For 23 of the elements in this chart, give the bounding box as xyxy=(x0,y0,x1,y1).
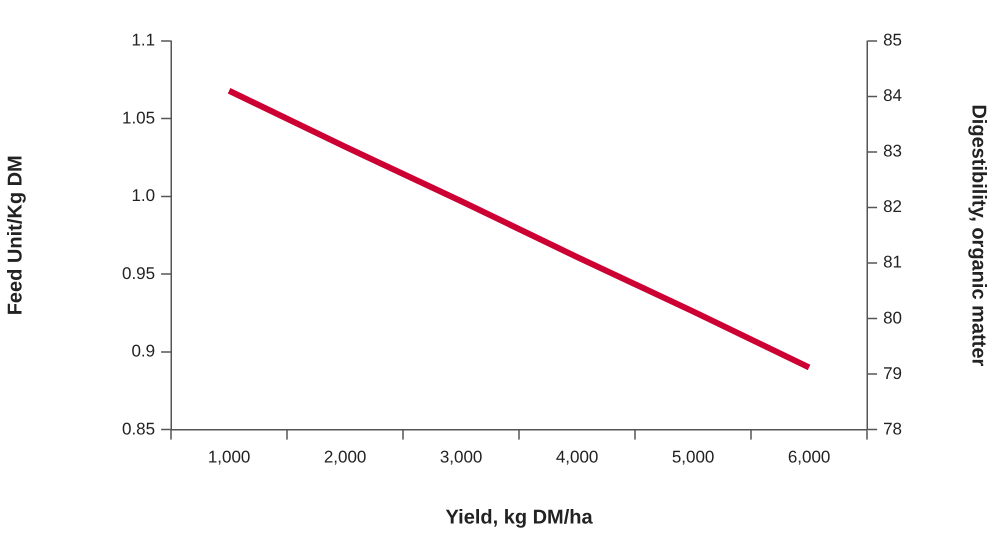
y2-tick-label: 80 xyxy=(883,308,902,328)
y-tick-label: 0.9 xyxy=(131,342,156,361)
y2-tick-label: 82 xyxy=(883,197,902,216)
x-tick-label: 4,000 xyxy=(556,447,598,466)
x-tick-label: 5,000 xyxy=(672,447,714,466)
y2-axis-title: Digestibility, organic matter xyxy=(967,104,990,366)
y2-tick-label: 84 xyxy=(883,86,902,106)
y-axis-title: Feed Unit/Kg DM xyxy=(4,155,27,316)
x-tick-label: 3,000 xyxy=(440,447,482,466)
y-tick-label: 1.0 xyxy=(131,186,156,206)
x-tick-label: 2,000 xyxy=(324,447,366,466)
y-tick-label: 0.85 xyxy=(122,419,156,438)
y2-tick-label: 85 xyxy=(883,30,902,50)
y2-tick-label: 79 xyxy=(883,364,902,383)
y2-tick-label: 81 xyxy=(883,252,902,272)
x-tick-label: 1,000 xyxy=(208,447,250,466)
x-tick-label: 6,000 xyxy=(788,447,830,466)
x-axis-title: Yield, kg DM/ha xyxy=(446,506,594,529)
y2-tick-label: 78 xyxy=(883,419,902,438)
y2-tick-label: 83 xyxy=(883,142,902,161)
y-tick-label: 0.95 xyxy=(122,264,156,283)
y-tick-label: 1.1 xyxy=(131,30,156,50)
y-tick-label: 1.05 xyxy=(122,108,156,128)
